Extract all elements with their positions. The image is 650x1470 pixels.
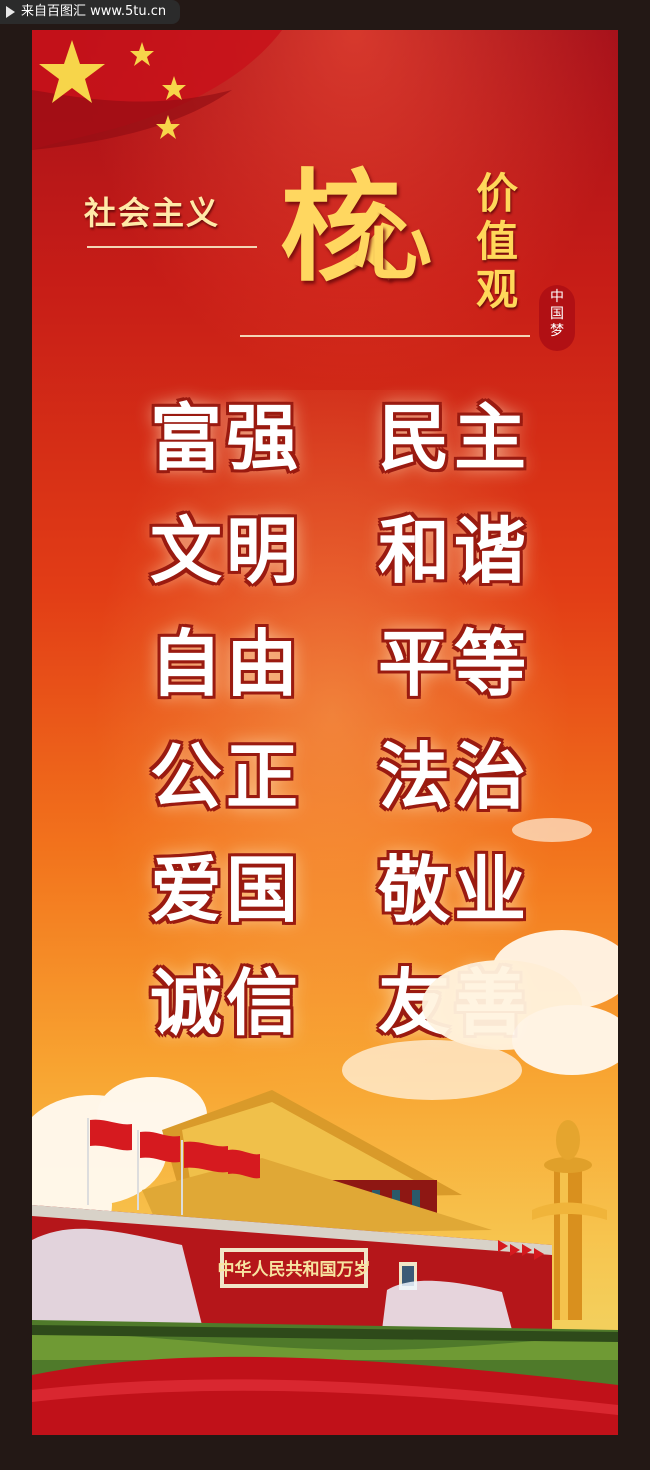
- vertical-title: 价 值 观: [472, 170, 522, 314]
- big-char-he: 核: [280, 157, 400, 298]
- value-word: 文明: [150, 509, 303, 593]
- china-dream-badge: 中 国 梦: [539, 285, 575, 351]
- badge-char: 国: [550, 306, 564, 322]
- badge-char: 中: [550, 289, 564, 305]
- huabiao-column: [532, 1120, 607, 1320]
- vertical-char: 价: [475, 169, 518, 218]
- badge-char: 梦: [550, 323, 564, 339]
- watermark-text: 来自百图汇 www.5tu.cn: [21, 4, 167, 19]
- left-title: 社会主义: [84, 194, 221, 232]
- value-word: 爱国: [150, 848, 303, 932]
- play-icon: [6, 6, 15, 18]
- poster: 社会主义 核 心 价 值 观 中 国 梦 富强 民主 文明 和谐 自由 平等 公…: [32, 30, 618, 1435]
- red-flags: [87, 1118, 544, 1260]
- value-word: 和谐: [377, 509, 530, 593]
- values-row: 文明 和谐: [150, 511, 530, 624]
- value-word: 诚信: [150, 961, 303, 1045]
- values-row: 公正 法治: [150, 737, 530, 850]
- national-flag-icon: [32, 30, 282, 150]
- gate-sign-text: 中华人民共和国万岁: [218, 1259, 371, 1280]
- vertical-char: 观: [475, 265, 518, 314]
- value-word: 富强: [150, 396, 303, 480]
- value-word: 民主: [377, 396, 530, 480]
- title-underline: [87, 246, 257, 248]
- tiananmen-scene: 中华人民共和国万岁: [32, 818, 618, 1435]
- vertical-char: 值: [475, 217, 518, 266]
- values-row: 爱国 敬业: [150, 850, 530, 963]
- values-row: 自由 平等: [150, 624, 530, 737]
- value-word: 公正: [150, 735, 303, 819]
- value-word: 平等: [377, 622, 530, 706]
- fountains: [32, 1228, 512, 1330]
- red-ribbon: [32, 1356, 618, 1435]
- value-word: 法治: [377, 735, 530, 819]
- value-word: 自由: [150, 622, 303, 706]
- big-char-xin: 心: [352, 197, 432, 291]
- values-row: 富强 民主: [150, 398, 530, 511]
- header-divider: [240, 335, 530, 337]
- watermark-bar: 来自百图汇 www.5tu.cn: [0, 0, 180, 24]
- value-word: 敬业: [377, 848, 530, 932]
